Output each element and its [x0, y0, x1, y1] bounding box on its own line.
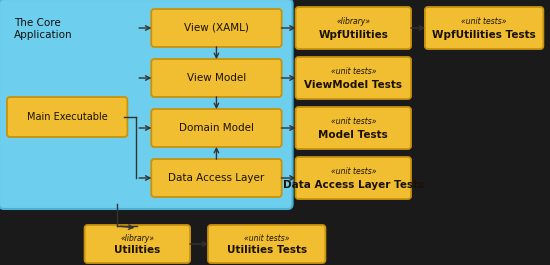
- FancyBboxPatch shape: [295, 57, 411, 99]
- Text: Utilities: Utilities: [114, 245, 161, 255]
- Text: WpfUtilities: WpfUtilities: [318, 30, 388, 40]
- Text: Model Tests: Model Tests: [318, 130, 388, 140]
- Text: «unit tests»: «unit tests»: [331, 67, 376, 76]
- Text: Utilities Tests: Utilities Tests: [227, 245, 307, 255]
- FancyBboxPatch shape: [0, 0, 293, 209]
- FancyBboxPatch shape: [425, 7, 543, 49]
- FancyBboxPatch shape: [151, 59, 282, 97]
- FancyBboxPatch shape: [85, 225, 190, 263]
- FancyBboxPatch shape: [7, 97, 128, 137]
- Text: «unit tests»: «unit tests»: [331, 117, 376, 126]
- Text: «unit tests»: «unit tests»: [461, 17, 507, 26]
- Text: Domain Model: Domain Model: [179, 123, 254, 133]
- Text: «library»: «library»: [120, 234, 155, 243]
- Text: ViewModel Tests: ViewModel Tests: [304, 80, 402, 90]
- Text: View Model: View Model: [187, 73, 246, 83]
- Text: «library»: «library»: [336, 17, 370, 26]
- FancyBboxPatch shape: [208, 225, 326, 263]
- FancyBboxPatch shape: [295, 7, 411, 49]
- FancyBboxPatch shape: [151, 159, 282, 197]
- Text: «unit tests»: «unit tests»: [244, 234, 289, 243]
- FancyBboxPatch shape: [151, 109, 282, 147]
- Text: Main Executable: Main Executable: [27, 112, 108, 122]
- Text: WpfUtilities Tests: WpfUtilities Tests: [432, 30, 536, 40]
- FancyBboxPatch shape: [151, 9, 282, 47]
- Text: The Core
Application: The Core Application: [14, 18, 73, 39]
- Text: «unit tests»: «unit tests»: [331, 167, 376, 176]
- FancyBboxPatch shape: [295, 107, 411, 149]
- FancyBboxPatch shape: [295, 157, 411, 199]
- Text: Data Access Layer Tests: Data Access Layer Tests: [283, 180, 424, 190]
- Text: View (XAML): View (XAML): [184, 23, 249, 33]
- Text: Data Access Layer: Data Access Layer: [168, 173, 265, 183]
